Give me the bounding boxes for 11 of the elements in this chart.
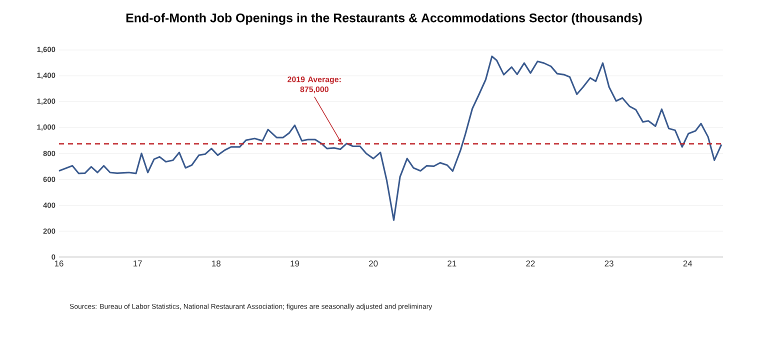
- x-tick-label: 24: [683, 260, 692, 266]
- x-tick-label: 22: [526, 260, 535, 266]
- x-tick-label: 18: [212, 260, 221, 267]
- x-tick-label: 23: [604, 260, 614, 267]
- x-tick-label: 20: [369, 260, 378, 267]
- x-tick-label: 21: [448, 260, 456, 266]
- x-tick-label: 16: [54, 260, 64, 267]
- line-series: [58, 56, 722, 221]
- x-tick-label: 17: [134, 260, 142, 266]
- x-tick-label: 19: [290, 260, 300, 267]
- chart-title: End-of-Month Job Openings in the Restaurants & Accommodations Sector (thousands): [126, 13, 642, 25]
